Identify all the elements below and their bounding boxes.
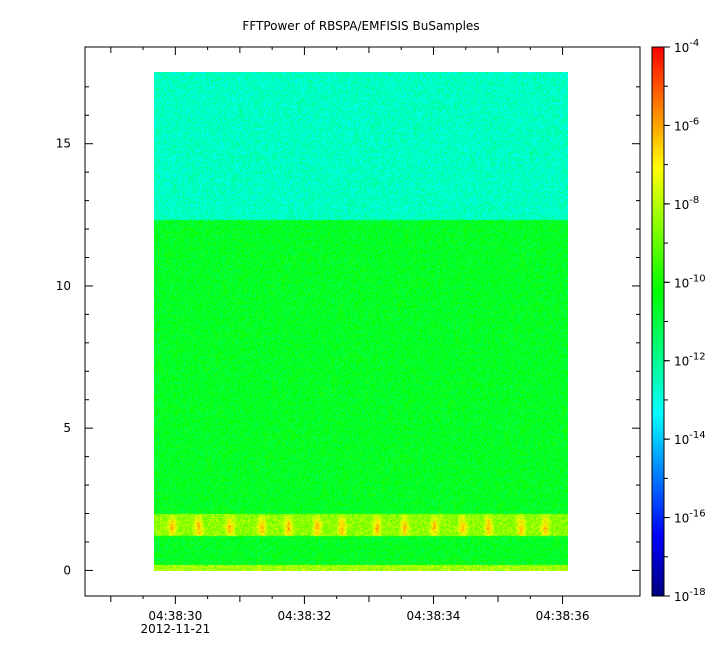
colorbar-tick-label: 10-8 — [674, 195, 699, 212]
x-tick-label: 04:38:32 — [277, 609, 331, 623]
y-tick-label: 15 — [56, 137, 71, 151]
colorbar-tick-label: 10-18 — [674, 587, 706, 604]
x-tick-label: 04:38:36 — [536, 609, 590, 623]
colorbar-tick-label: 10-4 — [674, 38, 699, 55]
x-tick-label: 04:38:34 — [407, 609, 461, 623]
y-tick-label: 5 — [63, 421, 71, 435]
x-tick-sublabel: 2012-11-21 — [140, 622, 210, 636]
colorbar-tick-label: 10-14 — [674, 430, 706, 447]
spectrogram-image — [154, 72, 568, 571]
plot-frame — [84, 46, 641, 597]
colorbar-axis: 10-4 10-6 10-8 10-10 10-12 10-14 10-16 10-18 — [664, 38, 706, 604]
colorbar-tick-label: 10-16 — [674, 509, 706, 526]
x-tick-label: 04:38:30 — [148, 609, 202, 623]
y-tick-label: 10 — [56, 279, 71, 293]
colorbar — [651, 46, 665, 597]
colorbar-tick-label: 10-10 — [674, 273, 706, 290]
colorbar-tick-label: 10-6 — [674, 116, 699, 133]
y-axis: 0 5 10 15 — [56, 86, 640, 577]
colorbar-tick-label: 10-12 — [674, 352, 706, 369]
chart-title: FFTPower of RBSPA/EMFISIS BuSamples — [242, 19, 479, 33]
y-tick-label: 0 — [63, 563, 71, 577]
